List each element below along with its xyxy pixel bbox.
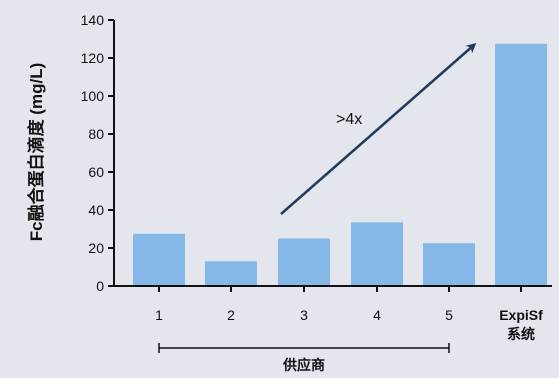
x-tick-label: 3 [300,307,308,323]
bar [351,222,403,286]
annotation-label: >4x [336,111,362,128]
bar [133,233,185,286]
bar [495,43,547,286]
x-tick-label: 4 [373,307,381,323]
y-tick-label: 140 [81,12,105,28]
annotations: 供应商 >4x [158,43,477,373]
y-tick-label: 60 [88,164,104,180]
x-tick-label: 系统 [507,326,535,342]
y-tick-label: 40 [88,202,104,218]
bars [133,43,547,286]
group-label: 供应商 [282,357,325,373]
y-tick-label: 100 [81,88,105,104]
x-tick-label: 5 [445,307,453,323]
x-tick-label: 1 [155,307,163,323]
bar [278,238,330,286]
x-tick-label: 2 [227,307,235,323]
y-axis: 0 20 40 60 80 100 120 140 [81,12,115,294]
y-tick-label: 0 [96,278,104,294]
y-tick-label: 80 [88,126,104,142]
x-tick-label: ExpiSf [499,307,543,323]
bar [423,243,475,286]
y-axis-label: Fc融合蛋白滴度 (mg/L) [26,63,46,242]
bar [205,261,257,286]
y-tick-label: 20 [88,240,104,256]
y-tick-label: 120 [81,50,105,66]
trend-arrow [280,43,477,215]
x-axis: 1 2 3 4 5 ExpiSf 系统 [114,285,552,342]
